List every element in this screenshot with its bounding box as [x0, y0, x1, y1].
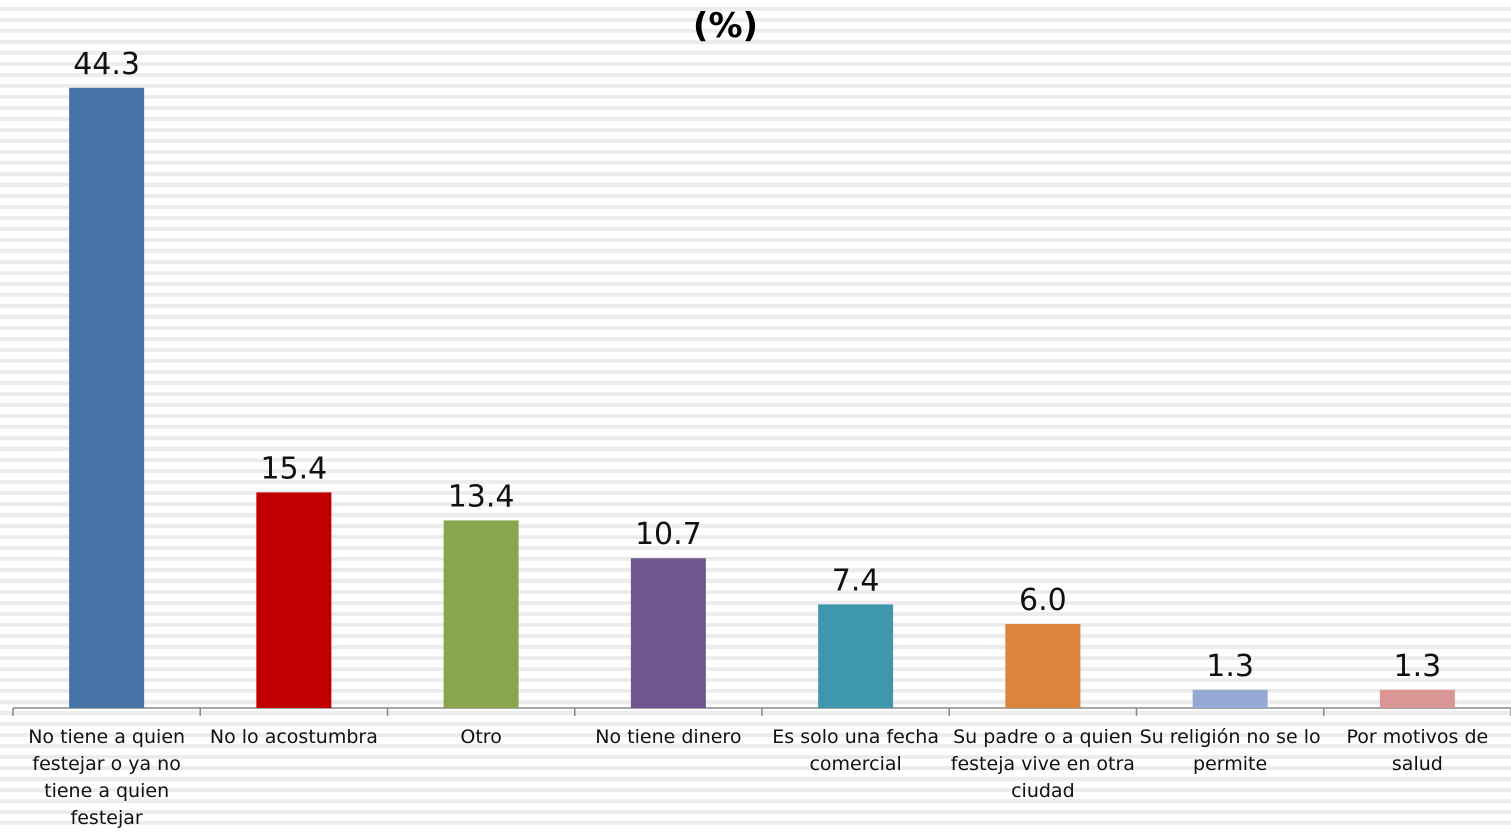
bar: [1380, 690, 1455, 708]
bar: [1193, 690, 1268, 708]
category-label: No tiene dinero: [575, 724, 761, 751]
data-label: 1.3: [1394, 649, 1442, 684]
category-label: Su padre o a quien festeja vive en otra …: [950, 724, 1136, 805]
bar: [256, 492, 331, 708]
bar: [1005, 624, 1080, 708]
category-label: Por motivos de salud: [1324, 724, 1510, 778]
category-label: No lo acostumbra: [201, 724, 387, 751]
data-label: 10.7: [635, 517, 702, 552]
data-label: 13.4: [448, 479, 515, 514]
data-label: 44.3: [73, 47, 140, 82]
category-label: No tiene a quien festejar o ya no tiene …: [14, 724, 200, 832]
data-label: 6.0: [1019, 583, 1067, 618]
bar: [818, 604, 893, 708]
data-label: 15.4: [260, 451, 327, 486]
bar: [69, 88, 144, 708]
bar: [631, 558, 706, 708]
data-label: 7.4: [832, 563, 880, 598]
data-label: 1.3: [1206, 649, 1254, 684]
category-label: Es solo una fecha comercial: [763, 724, 949, 778]
bar: [444, 520, 519, 708]
category-label: Otro: [388, 724, 574, 751]
category-label: Su religión no se lo permite: [1137, 724, 1323, 778]
